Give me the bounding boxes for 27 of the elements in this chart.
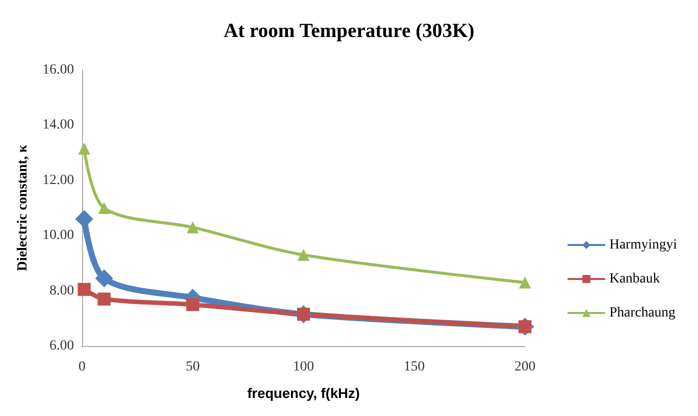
x-tick-label: 100 bbox=[293, 360, 314, 374]
point bbox=[98, 292, 111, 306]
point bbox=[519, 276, 531, 289]
y-tick-label: 14.00 bbox=[42, 118, 74, 133]
x-axis-title: frequency, f(kHz) bbox=[247, 385, 360, 401]
x-tick-label: 0 bbox=[78, 360, 86, 374]
y-tick-label: 10.00 bbox=[42, 228, 74, 244]
legend-label: Harmyingyi bbox=[609, 238, 678, 252]
point bbox=[95, 269, 114, 288]
legend-label: Kanbauk bbox=[609, 272, 660, 286]
point bbox=[75, 210, 94, 228]
chart-title: At room Temperature (303K) bbox=[224, 20, 474, 42]
point bbox=[186, 221, 199, 234]
y-tick-label: 16.00 bbox=[42, 62, 74, 78]
x-tick-label: 50 bbox=[186, 360, 200, 374]
point bbox=[298, 248, 310, 261]
y-tick-label: 12.00 bbox=[42, 172, 74, 188]
point bbox=[98, 202, 110, 214]
legend-label: Pharchaung bbox=[609, 306, 676, 320]
point bbox=[78, 142, 90, 155]
x-tick-label: 150 bbox=[404, 360, 425, 374]
point bbox=[186, 298, 200, 312]
y-tick-label: 6.00 bbox=[50, 338, 74, 354]
y-tick-label: 8.00 bbox=[50, 283, 74, 298]
x-tick-label: 200 bbox=[514, 360, 536, 374]
point bbox=[78, 282, 91, 296]
y-axis-title: Dielectric constant, κ bbox=[16, 144, 30, 272]
